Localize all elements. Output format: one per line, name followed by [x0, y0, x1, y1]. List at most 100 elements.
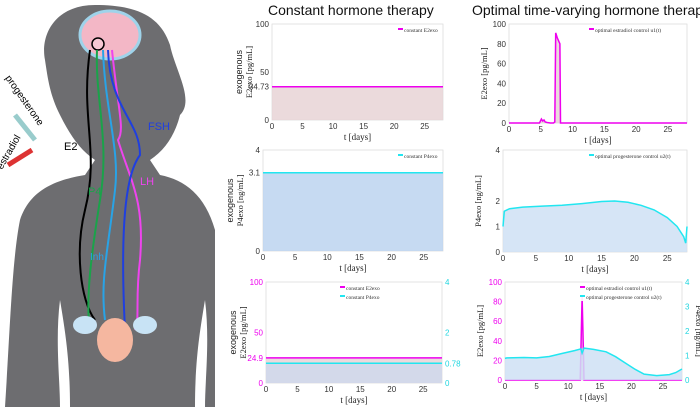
progesterone-syringe-icon [13, 113, 37, 142]
y-tick-label: 4 [496, 146, 501, 155]
inh-label: Inh [90, 252, 104, 263]
chart-c2: optimal estradiol control u1(t) 0 5 10 15 20 2… [479, 20, 688, 145]
legend-box [578, 292, 680, 301]
x-tick-label: 0 [261, 253, 266, 262]
y-right-axis-label: P4exo [ng/mL] [694, 305, 700, 357]
x-tick-label: 10 [329, 122, 338, 131]
p4-label: P4 [88, 186, 101, 198]
chart-c4: optimal progesterone control u2(t)0 5 10 15… [473, 146, 688, 274]
x-tick-label: 20 [630, 254, 639, 263]
uterus-icon [97, 318, 133, 362]
y-tick-label: 1 [496, 223, 501, 232]
series-fill [266, 363, 442, 383]
x-tick-label: 0 [503, 382, 508, 391]
fsh-label: FSH [148, 121, 170, 133]
y-annotation: 3.1 [249, 169, 261, 178]
y-axis-label-top: exogenous [225, 178, 235, 223]
chart-c1: constant E2exo 0 5 10 15 20 25 0 50 100 34.73 t [da… [234, 20, 444, 142]
legend-label: optimal progesterone control u2(t) [586, 294, 662, 301]
y-tick-label: 0 [502, 119, 507, 128]
chart-c3: constant P4exo 0 5 10 15 20 25 0 4 3.1 t [days] P4e… [225, 146, 444, 273]
x-tick-label: 15 [595, 382, 604, 391]
ovary-left-icon [73, 316, 97, 334]
y-tick-label: 50 [260, 68, 269, 77]
y-axis-label-top: exogenous [234, 49, 244, 94]
x-tick-label: 5 [539, 125, 544, 134]
y-tick-label: 20 [493, 356, 502, 365]
y-right-tick-label: 2 [685, 327, 690, 336]
y-tick-label: 40 [493, 337, 502, 346]
lh-path [111, 49, 142, 331]
x-tick-label: 0 [270, 122, 275, 131]
y-right-tick-label: 3 [685, 303, 690, 312]
x-tick-label: 20 [387, 385, 396, 394]
series-fill [505, 348, 682, 380]
estradiol-syringe-icon [6, 147, 34, 168]
x-tick-label: 25 [420, 122, 429, 131]
x-tick-label: 0 [507, 125, 512, 134]
x-axis-label: t [days] [340, 395, 367, 405]
x-tick-label: 15 [355, 253, 364, 262]
series-line [502, 200, 688, 244]
y-axis-label: P4exo [ng/mL] [473, 175, 483, 227]
ovary-right-icon [133, 316, 157, 334]
legend-box [396, 151, 441, 160]
x-tick-label: 5 [300, 122, 305, 131]
y-tick-label: 40 [497, 79, 506, 88]
x-tick-label: 25 [663, 125, 672, 134]
x-tick-label: 5 [534, 382, 539, 391]
x-tick-label: 25 [659, 382, 668, 391]
x-tick-label: 20 [387, 253, 396, 262]
series-fill [503, 201, 687, 252]
y-tick-label: 100 [489, 278, 503, 287]
x-tick-label: 25 [663, 254, 672, 263]
legend-label: constant P4exo [346, 295, 380, 301]
x-tick-label: 10 [564, 382, 573, 391]
y-right-tick-label: 1 [685, 352, 690, 361]
constant-therapy-title: Constant hormone therapy [268, 2, 434, 18]
legend-box [338, 283, 440, 292]
x-tick-label: 10 [324, 385, 333, 394]
series-line [509, 32, 687, 124]
y-tick-label: 80 [497, 40, 506, 49]
y-tick-label: 0 [498, 376, 503, 385]
x-axis-label: t [days] [344, 132, 371, 142]
y-tick-label: 0 [259, 379, 264, 388]
x-tick-label: 15 [359, 122, 368, 131]
e2-label: E2 [64, 141, 77, 153]
legend-label: optimal estradiol control u1(t) [586, 285, 652, 292]
legend-label: constant P4exo [404, 154, 438, 160]
series-line [504, 347, 683, 377]
y-right-tick-label: 4 [445, 278, 450, 287]
x-tick-label: 25 [419, 385, 428, 394]
series-fill [272, 86, 443, 120]
x-tick-label: 0 [501, 254, 506, 263]
y-tick-label: 50 [254, 329, 263, 338]
x-tick-label: 5 [295, 385, 300, 394]
legend-label: constant E2exo [346, 286, 380, 292]
y-tick-label: 0 [496, 248, 501, 257]
plot-area [508, 23, 688, 124]
legend-box [587, 25, 685, 34]
x-tick-label: 10 [568, 125, 577, 134]
p4-path [87, 49, 105, 331]
e2-path [78, 49, 96, 321]
hypothalamus-marker [91, 37, 105, 51]
legend-label: constant E2exo [404, 28, 438, 34]
y-annotation: 24.9 [247, 354, 263, 363]
x-tick-label: 20 [632, 125, 641, 134]
y-tick-label: 20 [497, 99, 506, 108]
y-right-tick-label: 2 [445, 329, 450, 338]
body-illustration: progesterone estradiol E2 P4 FSH LH Inh [0, 5, 215, 407]
y-right-tick-label: 4 [685, 278, 690, 287]
x-axis-label: t [days] [580, 392, 607, 402]
y-axis-label: P4exo [ng/mL] [235, 174, 245, 226]
y-tick-label: 100 [256, 20, 270, 29]
x-tick-label: 15 [600, 125, 609, 134]
y-axis-label: E2exo [pg/mL] [475, 305, 485, 357]
inh-path [102, 49, 117, 321]
x-tick-label: 15 [356, 385, 365, 394]
